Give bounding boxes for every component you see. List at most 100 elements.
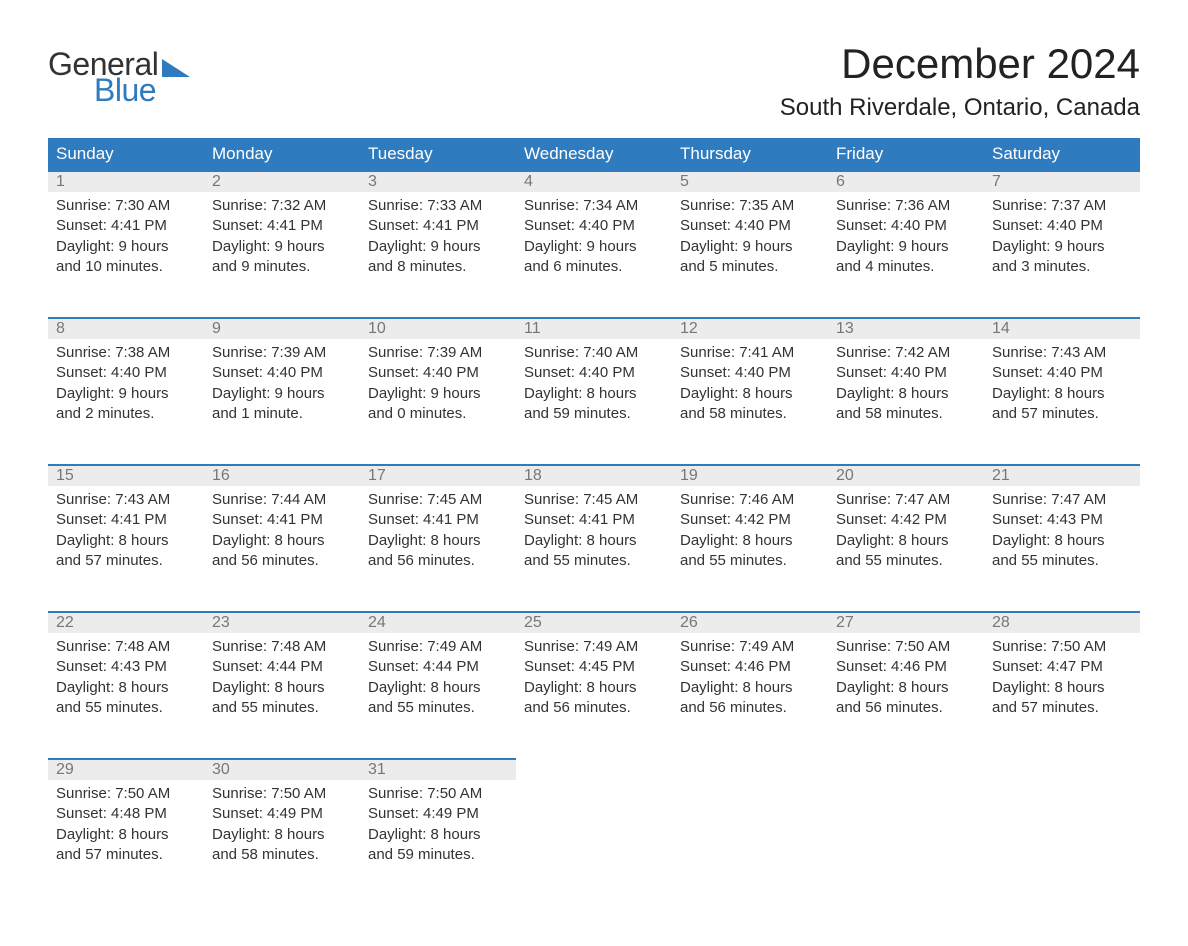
weekday-header: Wednesday <box>516 138 672 171</box>
daylight-line-1: Daylight: 8 hours <box>992 531 1132 551</box>
sunrise-line: Sunrise: 7:35 AM <box>680 196 820 216</box>
sunrise-line: Sunrise: 7:50 AM <box>368 784 508 804</box>
daylight-line-1: Daylight: 8 hours <box>212 678 352 698</box>
day-number: 26 <box>672 612 828 633</box>
sunrise-line: Sunrise: 7:36 AM <box>836 196 976 216</box>
daylight-line-2: and 0 minutes. <box>368 404 508 424</box>
daylight-line-2: and 1 minute. <box>212 404 352 424</box>
logo: General Blue <box>48 48 190 106</box>
title-block: December 2024 South Riverdale, Ontario, … <box>780 40 1140 136</box>
daylight-line-1: Daylight: 8 hours <box>368 678 508 698</box>
daylight-line-2: and 6 minutes. <box>524 257 664 277</box>
day-cell: Sunrise: 7:38 AMSunset: 4:40 PMDaylight:… <box>48 339 204 465</box>
day-cell: Sunrise: 7:36 AMSunset: 4:40 PMDaylight:… <box>828 192 984 318</box>
daylight-line-2: and 4 minutes. <box>836 257 976 277</box>
sunset-line: Sunset: 4:48 PM <box>56 804 196 824</box>
day-body-row: Sunrise: 7:43 AMSunset: 4:41 PMDaylight:… <box>48 486 1140 612</box>
sunrise-line: Sunrise: 7:49 AM <box>680 637 820 657</box>
sunset-line: Sunset: 4:40 PM <box>836 216 976 236</box>
month-title: December 2024 <box>780 40 1140 88</box>
day-number: 17 <box>360 465 516 486</box>
sunrise-line: Sunrise: 7:50 AM <box>992 637 1132 657</box>
day-cell: Sunrise: 7:48 AMSunset: 4:43 PMDaylight:… <box>48 633 204 759</box>
day-cell <box>672 780 828 906</box>
daylight-line-1: Daylight: 9 hours <box>212 237 352 257</box>
sunrise-line: Sunrise: 7:45 AM <box>524 490 664 510</box>
calendar-table: SundayMondayTuesdayWednesdayThursdayFrid… <box>48 138 1140 906</box>
sunset-line: Sunset: 4:41 PM <box>56 510 196 530</box>
daylight-line-1: Daylight: 8 hours <box>836 531 976 551</box>
day-number: 2 <box>204 171 360 192</box>
sunset-line: Sunset: 4:40 PM <box>212 363 352 383</box>
day-body-row: Sunrise: 7:48 AMSunset: 4:43 PMDaylight:… <box>48 633 1140 759</box>
sunset-line: Sunset: 4:49 PM <box>212 804 352 824</box>
daylight-line-1: Daylight: 9 hours <box>680 237 820 257</box>
daylight-line-1: Daylight: 8 hours <box>992 384 1132 404</box>
sunset-line: Sunset: 4:40 PM <box>56 363 196 383</box>
daylight-line-1: Daylight: 8 hours <box>212 825 352 845</box>
day-cell <box>984 780 1140 906</box>
day-number: 1 <box>48 171 204 192</box>
sunset-line: Sunset: 4:40 PM <box>992 363 1132 383</box>
daylight-line-2: and 59 minutes. <box>368 845 508 865</box>
day-number: 31 <box>360 759 516 780</box>
sunset-line: Sunset: 4:41 PM <box>368 510 508 530</box>
daylight-line-2: and 8 minutes. <box>368 257 508 277</box>
daylight-line-2: and 3 minutes. <box>992 257 1132 277</box>
sunrise-line: Sunrise: 7:38 AM <box>56 343 196 363</box>
sunset-line: Sunset: 4:44 PM <box>212 657 352 677</box>
sunrise-line: Sunrise: 7:48 AM <box>56 637 196 657</box>
day-number: 30 <box>204 759 360 780</box>
sunrise-line: Sunrise: 7:33 AM <box>368 196 508 216</box>
day-number: 9 <box>204 318 360 339</box>
weekday-header: Sunday <box>48 138 204 171</box>
sunrise-line: Sunrise: 7:49 AM <box>524 637 664 657</box>
sunset-line: Sunset: 4:46 PM <box>680 657 820 677</box>
sunset-line: Sunset: 4:47 PM <box>992 657 1132 677</box>
day-cell <box>516 780 672 906</box>
day-number: 6 <box>828 171 984 192</box>
daylight-line-1: Daylight: 8 hours <box>368 531 508 551</box>
day-number <box>984 759 1140 780</box>
sunrise-line: Sunrise: 7:42 AM <box>836 343 976 363</box>
day-number: 20 <box>828 465 984 486</box>
sunrise-line: Sunrise: 7:39 AM <box>368 343 508 363</box>
day-cell: Sunrise: 7:50 AMSunset: 4:46 PMDaylight:… <box>828 633 984 759</box>
sunrise-line: Sunrise: 7:45 AM <box>368 490 508 510</box>
sunset-line: Sunset: 4:42 PM <box>680 510 820 530</box>
day-cell: Sunrise: 7:30 AMSunset: 4:41 PMDaylight:… <box>48 192 204 318</box>
sunrise-line: Sunrise: 7:50 AM <box>56 784 196 804</box>
daylight-line-1: Daylight: 8 hours <box>524 384 664 404</box>
daylight-line-2: and 57 minutes. <box>56 551 196 571</box>
daylight-line-2: and 58 minutes. <box>212 845 352 865</box>
day-cell: Sunrise: 7:48 AMSunset: 4:44 PMDaylight:… <box>204 633 360 759</box>
day-number: 4 <box>516 171 672 192</box>
day-number-row: 15161718192021 <box>48 465 1140 486</box>
day-number: 8 <box>48 318 204 339</box>
day-cell: Sunrise: 7:47 AMSunset: 4:43 PMDaylight:… <box>984 486 1140 612</box>
sunrise-line: Sunrise: 7:50 AM <box>836 637 976 657</box>
day-number: 16 <box>204 465 360 486</box>
daylight-line-1: Daylight: 9 hours <box>56 384 196 404</box>
sunrise-line: Sunrise: 7:32 AM <box>212 196 352 216</box>
location: South Riverdale, Ontario, Canada <box>780 94 1140 122</box>
daylight-line-1: Daylight: 8 hours <box>524 678 664 698</box>
daylight-line-1: Daylight: 8 hours <box>524 531 664 551</box>
day-number: 11 <box>516 318 672 339</box>
day-cell: Sunrise: 7:50 AMSunset: 4:49 PMDaylight:… <box>360 780 516 906</box>
daylight-line-1: Daylight: 9 hours <box>992 237 1132 257</box>
daylight-line-1: Daylight: 8 hours <box>368 825 508 845</box>
day-cell: Sunrise: 7:39 AMSunset: 4:40 PMDaylight:… <box>360 339 516 465</box>
day-number: 3 <box>360 171 516 192</box>
daylight-line-1: Daylight: 8 hours <box>56 531 196 551</box>
day-cell: Sunrise: 7:50 AMSunset: 4:47 PMDaylight:… <box>984 633 1140 759</box>
sunset-line: Sunset: 4:40 PM <box>836 363 976 383</box>
sunset-line: Sunset: 4:44 PM <box>368 657 508 677</box>
daylight-line-2: and 58 minutes. <box>836 404 976 424</box>
day-cell: Sunrise: 7:34 AMSunset: 4:40 PMDaylight:… <box>516 192 672 318</box>
day-number-row: 293031 <box>48 759 1140 780</box>
sunset-line: Sunset: 4:40 PM <box>992 216 1132 236</box>
daylight-line-2: and 56 minutes. <box>836 698 976 718</box>
day-number: 12 <box>672 318 828 339</box>
day-cell: Sunrise: 7:50 AMSunset: 4:49 PMDaylight:… <box>204 780 360 906</box>
